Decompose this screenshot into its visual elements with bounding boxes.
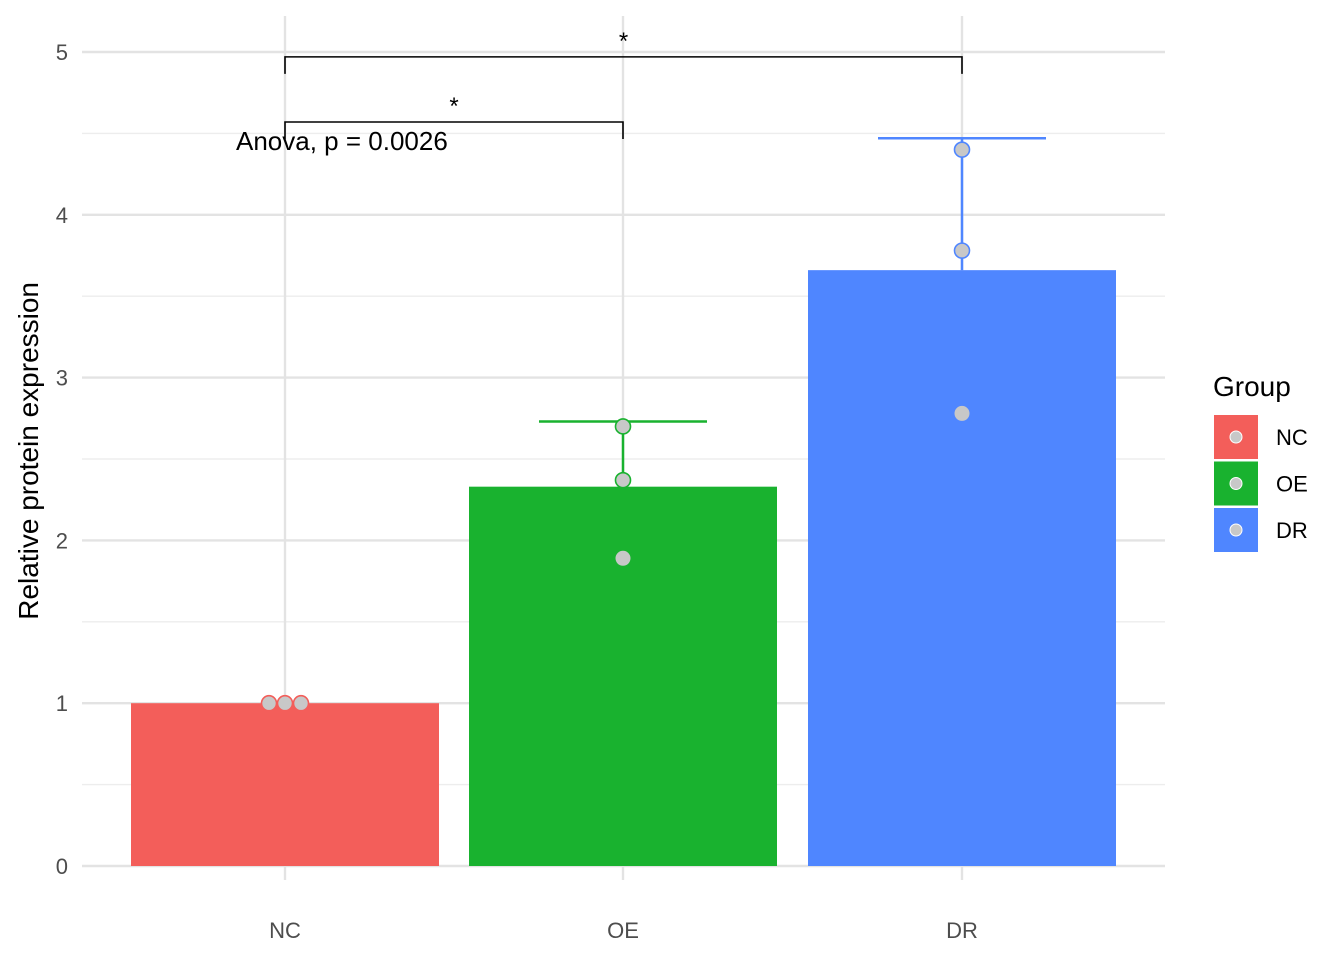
data-point-nc bbox=[276, 694, 294, 712]
x-tick-labels: NC OE DR bbox=[269, 918, 978, 943]
significance-bracket bbox=[284, 121, 624, 140]
legend-point-glyph bbox=[1229, 430, 1243, 444]
legend-label-nc: NC bbox=[1276, 425, 1308, 450]
x-tick-label: DR bbox=[946, 918, 978, 943]
data-point-dr bbox=[953, 242, 971, 259]
data-point-oe bbox=[614, 471, 632, 489]
bar-dr bbox=[808, 270, 1116, 867]
bar-nc bbox=[131, 703, 439, 866]
anova-label: Anova, p = 0.0026 bbox=[236, 126, 448, 156]
y-tick-label: 2 bbox=[56, 528, 68, 553]
legend-title: Group bbox=[1213, 371, 1291, 402]
data-point-dr bbox=[953, 141, 971, 158]
significance-star: * bbox=[619, 28, 628, 55]
data-point-nc bbox=[260, 694, 278, 712]
legend-point-glyph bbox=[1229, 523, 1243, 537]
legend-label-dr: DR bbox=[1276, 518, 1308, 543]
data-point-nc bbox=[292, 694, 310, 712]
legend: Group NC OE DR bbox=[1213, 371, 1308, 552]
data-point-dr bbox=[954, 405, 970, 421]
x-tick-label: OE bbox=[607, 918, 639, 943]
y-tick-label: 1 bbox=[56, 691, 68, 716]
significance-star: * bbox=[449, 93, 458, 120]
legend-point-glyph bbox=[1229, 477, 1243, 490]
data-point-oe bbox=[615, 550, 631, 566]
significance-bracket bbox=[284, 56, 963, 74]
y-axis-title: Relative protein expression bbox=[13, 282, 44, 620]
y-tick-label: 0 bbox=[56, 854, 68, 879]
legend-label-oe: OE bbox=[1276, 472, 1308, 497]
significance-brackets: ** bbox=[284, 28, 963, 140]
y-tick-label: 3 bbox=[56, 366, 68, 391]
bar-oe bbox=[469, 486, 777, 866]
y-tick-label: 4 bbox=[56, 203, 68, 228]
x-tick-label: NC bbox=[269, 918, 301, 943]
data-points bbox=[260, 141, 971, 712]
data-point-oe bbox=[614, 418, 632, 435]
y-tick-labels: 0 1 2 3 4 5 bbox=[56, 40, 68, 879]
bars bbox=[131, 270, 1116, 867]
y-tick-label: 5 bbox=[56, 40, 68, 65]
